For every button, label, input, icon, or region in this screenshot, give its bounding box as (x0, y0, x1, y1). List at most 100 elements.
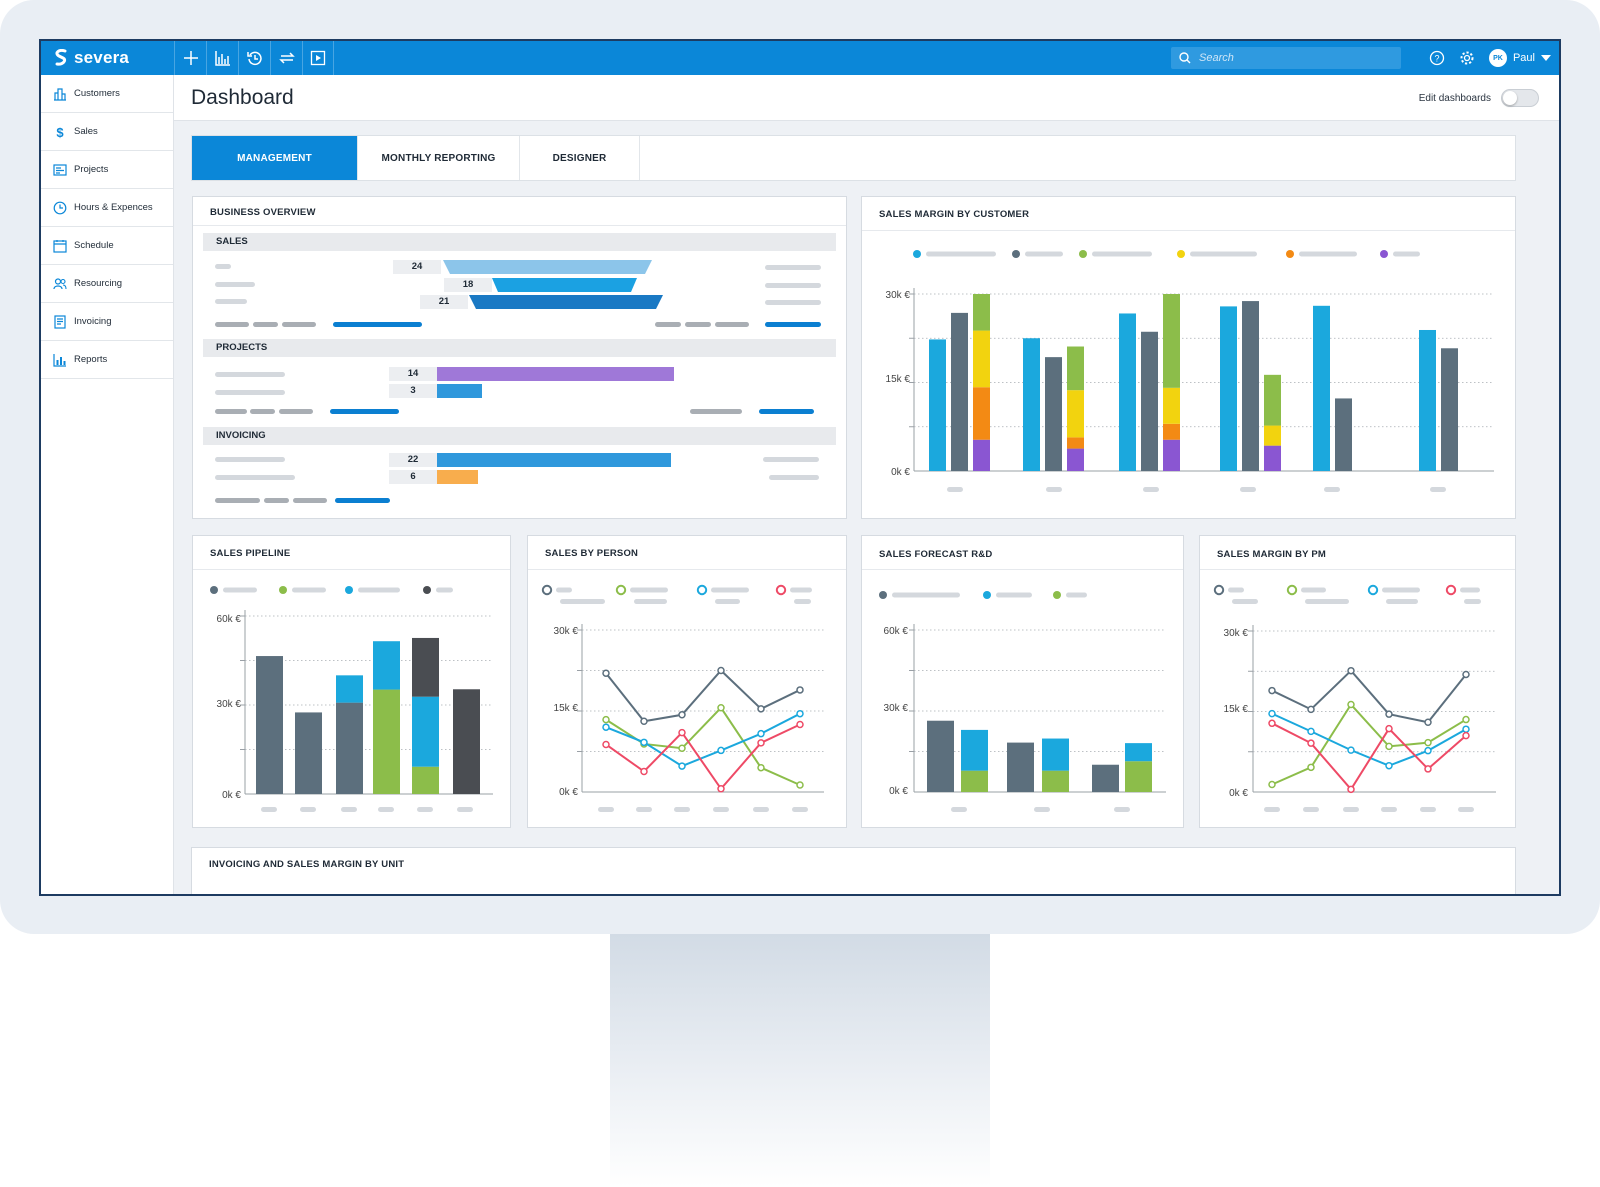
svg-text:$: $ (56, 125, 64, 139)
chart-icon[interactable] (206, 41, 238, 75)
sidebar-item-label: Reports (74, 354, 108, 365)
y-tick-label: 30k € (217, 699, 242, 710)
gear-icon[interactable] (1459, 50, 1475, 66)
data-point (1347, 746, 1355, 754)
stacked-bar-segment (1067, 390, 1084, 438)
tab-monthly-reporting[interactable]: MONTHLY REPORTING (358, 136, 520, 180)
legend-label-placeholder (630, 587, 668, 593)
svg-text:?: ? (1434, 54, 1439, 64)
legend-dot (983, 591, 991, 599)
sidebar-item-hours-expences[interactable]: Hours & Expences (41, 189, 173, 227)
legend-label-placeholder (1092, 251, 1152, 257)
placeholder-text (215, 322, 249, 327)
sidebar-item-resourcing[interactable]: Resourcing (41, 265, 173, 303)
invoicing-value: 6 (389, 470, 437, 484)
data-point (602, 723, 610, 731)
sales-forecast-rd-chart: 60k € 30k € 0k € (879, 591, 1166, 812)
x-tick-label-placeholder (341, 807, 357, 812)
edit-dashboards-toggle[interactable] (1501, 89, 1539, 107)
sales-margin-by-pm-chart: 30k € 15k € 0k € (1213, 584, 1496, 812)
tab-management[interactable]: MANAGEMENT (192, 136, 358, 180)
placeholder-text (690, 409, 742, 414)
sidebar-item-sales[interactable]: $ Sales (41, 113, 173, 151)
search-input[interactable]: Search (1171, 47, 1401, 69)
projects-icon (53, 163, 67, 176)
data-point (640, 717, 648, 726)
data-point (1347, 666, 1355, 675)
placeholder-text (264, 498, 289, 503)
sidebar-item-reports[interactable]: Reports (41, 341, 173, 379)
sidebar-item-projects[interactable]: Projects (41, 151, 173, 189)
legend-label-placeholder (926, 251, 996, 257)
plus-icon[interactable] (174, 41, 206, 75)
legend-marker (775, 584, 787, 596)
help-icon[interactable]: ? (1429, 50, 1445, 66)
bar-segment (453, 689, 480, 794)
user-name: Paul (1512, 52, 1535, 64)
bar-segment (961, 729, 988, 771)
data-point (1347, 785, 1355, 794)
series-line (1271, 669, 1467, 724)
y-tick-label: 0k € (1229, 788, 1248, 799)
swap-icon[interactable] (270, 41, 302, 75)
data-point (640, 767, 648, 776)
tab-designer[interactable]: DESIGNER (520, 136, 640, 180)
x-tick-label-placeholder (1381, 807, 1397, 812)
x-tick-label-placeholder (1303, 807, 1319, 812)
legend-dot (1380, 250, 1388, 258)
series-line (1271, 722, 1467, 791)
legend-label-placeholder (1301, 587, 1326, 593)
legend-label-placeholder (1190, 251, 1257, 257)
series-line (605, 669, 801, 723)
legend-label-placeholder (711, 587, 749, 593)
series-line (605, 706, 801, 786)
bar-segment (1125, 761, 1152, 792)
sidebar-item-invoicing[interactable]: Invoicing (41, 303, 173, 341)
data-point (1462, 715, 1470, 724)
placeholder-text (769, 475, 819, 480)
y-tick-label: 0k € (559, 787, 578, 798)
bar-segment (1092, 764, 1119, 792)
data-point (796, 720, 804, 729)
funnel-bar-3 (469, 295, 663, 309)
invoicing-bar (437, 470, 478, 484)
toolbar-icons (174, 41, 334, 75)
placeholder-text (282, 322, 316, 327)
placeholder-text (765, 300, 821, 305)
sidebar-item-customers[interactable]: Customers (41, 75, 173, 113)
user-menu[interactable]: PK Paul (1488, 49, 1551, 67)
placeholder-text (765, 265, 821, 270)
panel-divider (862, 230, 1515, 231)
monitor-stand (610, 934, 990, 1187)
legend-label-placeholder (358, 587, 400, 593)
legend-label-placeholder (715, 599, 740, 604)
stacked-bar-segment (973, 330, 990, 388)
sales-funnel-value: 24 (393, 260, 441, 274)
sidebar-item-schedule[interactable]: Schedule (41, 227, 173, 265)
x-tick-label-placeholder (1343, 807, 1359, 812)
play-icon[interactable] (302, 41, 334, 75)
y-tick-label: 15k € (1224, 704, 1249, 715)
placeholder-text (215, 372, 285, 377)
data-point (1462, 731, 1470, 740)
panel-divider (862, 569, 1183, 570)
legend-marker (1286, 584, 1298, 596)
data-point (796, 709, 804, 718)
data-point (717, 746, 725, 755)
bar-segment (1125, 743, 1152, 762)
placeholder-link (333, 322, 422, 327)
placeholder-text (215, 299, 247, 304)
legend-dot (423, 586, 431, 594)
legend-dot (210, 586, 218, 594)
legend-label-placeholder (1386, 599, 1418, 604)
app-window: severa Search ? (39, 39, 1561, 896)
x-tick-label-placeholder (378, 807, 394, 812)
sales-pipeline-chart: 60k € 30k € 0k € (210, 586, 493, 812)
severa-logo[interactable]: severa (41, 41, 174, 75)
x-tick-label-placeholder (947, 487, 963, 492)
placeholder-text (215, 282, 255, 287)
x-tick-label-placeholder (753, 807, 769, 812)
sales-section-header: SALES (203, 233, 836, 251)
placeholder-text (215, 475, 295, 480)
history-icon[interactable] (238, 41, 270, 75)
